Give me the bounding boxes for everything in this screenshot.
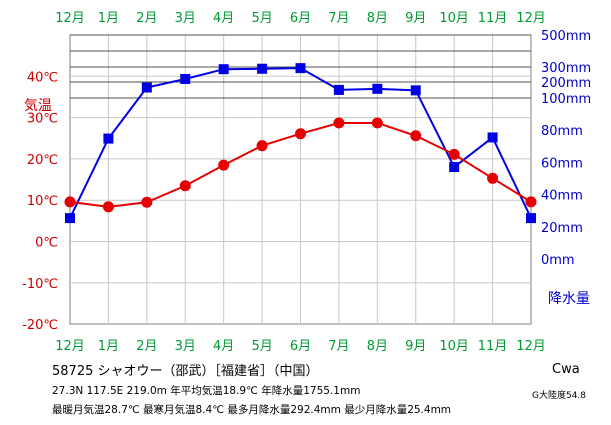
month-label-bottom: 8月 — [367, 339, 388, 354]
precipitation-point — [333, 84, 344, 95]
precip-tick-label: 40mm — [541, 189, 583, 204]
temp-tick-label: -20℃ — [22, 318, 58, 333]
month-label-bottom: 10月 — [439, 339, 469, 354]
precip-tick-label: 20mm — [541, 221, 583, 236]
temp-tick-label: -10℃ — [22, 277, 58, 292]
precipitation-point — [449, 162, 460, 173]
temperature-point — [295, 128, 306, 140]
month-label-bottom: 1月 — [98, 339, 119, 354]
precipitation-point — [103, 133, 114, 144]
month-label-top: 4月 — [213, 11, 234, 26]
temperature-point — [179, 180, 191, 192]
precipitation-point — [410, 85, 421, 96]
month-label-top: 12月 — [516, 11, 546, 26]
precip-tick-label: 60mm — [541, 156, 583, 171]
precipitation-point — [487, 132, 498, 143]
precipitation-point — [295, 63, 306, 74]
month-label-top: 3月 — [175, 11, 196, 26]
temperature-point — [371, 117, 383, 129]
precip-tick-label: 300mm — [541, 61, 591, 76]
month-label-top: 9月 — [405, 11, 426, 26]
precip-tick-label: 100mm — [541, 92, 591, 107]
month-label-bottom: 11月 — [478, 339, 508, 354]
month-label-bottom: 6月 — [290, 339, 311, 354]
month-label-bottom: 12月 — [55, 339, 85, 354]
temp-tick-label: 20℃ — [27, 153, 58, 168]
precipitation-point — [180, 73, 191, 84]
month-label-top: 12月 — [55, 11, 85, 26]
precip-axis-title: 降水量 — [548, 291, 590, 307]
precipitation-point — [65, 213, 75, 224]
temperature-point — [64, 196, 76, 208]
temperature-point — [448, 148, 460, 160]
temp-tick-label: 40℃ — [27, 70, 58, 85]
month-label-bottom: 12月 — [516, 339, 546, 354]
precipitation-point — [141, 82, 152, 93]
precipitation-point — [257, 63, 268, 74]
precipitation-point — [372, 83, 383, 94]
precip-tick-label: 80mm — [541, 124, 583, 139]
month-label-bottom: 4月 — [213, 339, 234, 354]
month-label-bottom: 2月 — [136, 339, 157, 354]
temperature-point — [256, 140, 268, 152]
temperature-point — [102, 201, 114, 213]
month-label-top: 2月 — [136, 11, 157, 26]
temperature-point — [487, 172, 499, 184]
precipitation-point — [218, 64, 229, 75]
month-label-top: 5月 — [251, 11, 272, 26]
month-label-top: 8月 — [367, 11, 388, 26]
precipitation-point — [526, 213, 536, 224]
month-label-bottom: 7月 — [328, 339, 349, 354]
month-label-bottom: 5月 — [251, 339, 272, 354]
temperature-point — [525, 196, 537, 208]
temperature-point — [218, 159, 230, 171]
temperature-point — [333, 117, 345, 129]
month-label-top: 1月 — [98, 11, 119, 26]
temp-tick-label: 10℃ — [27, 194, 58, 209]
temperature-point — [410, 130, 422, 142]
month-label-top: 10月 — [439, 11, 469, 26]
month-label-top: 6月 — [290, 11, 311, 26]
temp-axis-title: 気温 — [24, 98, 52, 114]
precip-tick-label: 200mm — [541, 76, 591, 91]
temperature-point — [141, 196, 153, 208]
temp-tick-label: 30℃ — [27, 112, 58, 127]
temp-tick-label: 0℃ — [35, 236, 58, 251]
month-label-bottom: 9月 — [405, 339, 426, 354]
month-label-top: 7月 — [328, 11, 349, 26]
month-label-top: 11月 — [478, 11, 508, 26]
precip-tick-label: 0mm — [541, 253, 575, 268]
month-label-bottom: 3月 — [175, 339, 196, 354]
precip-tick-label: 500mm — [541, 29, 591, 44]
